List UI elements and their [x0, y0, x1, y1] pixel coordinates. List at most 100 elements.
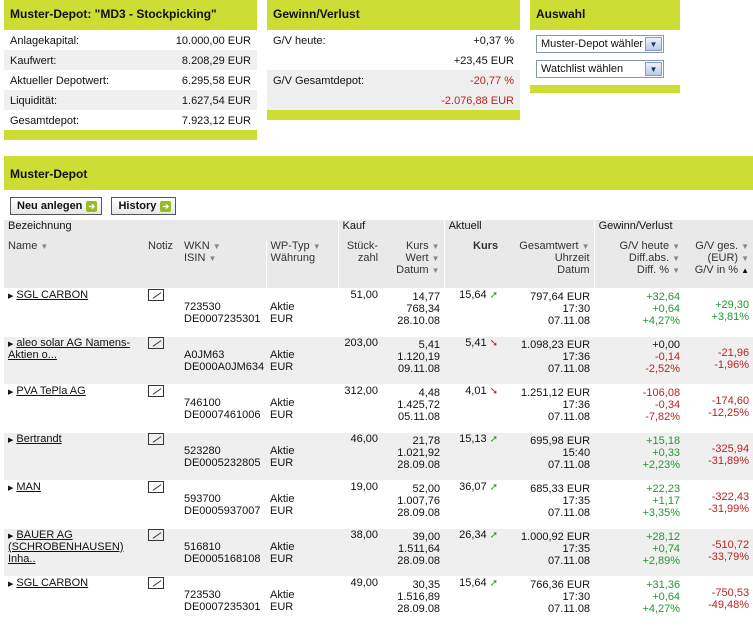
expand-triangle-icon[interactable]: ▶ — [8, 580, 14, 588]
notiz-cell — [144, 287, 180, 336]
notiz-edit-icon[interactable] — [148, 480, 164, 493]
auswahl-panel: Auswahl Muster-Depot wähler ▼ Watchlist … — [530, 0, 680, 93]
sort-icon[interactable]: ▼ — [672, 242, 681, 251]
notiz-cell — [144, 431, 180, 480]
expand-triangle-icon[interactable]: ▶ — [8, 388, 14, 396]
kauf-kurs-value: 30,35 — [412, 578, 441, 591]
chevron-down-icon[interactable]: ▼ — [645, 37, 662, 51]
notiz-edit-icon[interactable] — [148, 528, 164, 541]
wkn-isin-cell: 723530 DE0007235301 — [180, 575, 266, 624]
sort-icon[interactable]: ▼ — [431, 242, 440, 251]
arrow-up-icon: ➚ — [489, 289, 499, 301]
col-kauf-kurs[interactable]: Kurs ▼ Wert ▼ Datum ▼ — [382, 240, 445, 288]
kauf-cell: 5,41 1.120,19 09.11.08 — [382, 335, 445, 384]
gv-pct-value: -31,89% — [708, 454, 750, 467]
gv-gesamt-abs-row: -2.076,88 EUR — [267, 90, 520, 110]
notiz-edit-icon[interactable] — [148, 336, 164, 349]
stock-name-link[interactable]: SGL CARBON — [16, 288, 89, 301]
watchlist-select[interactable]: Watchlist wählen ▼ — [536, 60, 664, 78]
waehrung-value: EUR — [270, 600, 294, 613]
sort-icon[interactable]: ▼ — [431, 266, 440, 275]
col-stueck: Stück-zahl — [337, 240, 383, 288]
col-name[interactable]: Name ▼ — [4, 240, 144, 288]
notiz-edit-icon[interactable] — [148, 384, 164, 397]
stock-name-link[interactable]: Bertrandt — [16, 432, 62, 445]
table-row: ▶ Bertrandt 523280 DE0005232805 Aktie EUR 4… — [4, 431, 753, 480]
stock-name-cell: ▶ BAUER AG (SCHROBENHAUSEN) Inha.. — [4, 527, 144, 576]
sort-icon[interactable]: ▼ — [741, 254, 750, 263]
akt-kurs-cell: 5,41 ➘ — [444, 335, 503, 384]
expand-triangle-icon[interactable]: ▶ — [8, 340, 14, 348]
notiz-edit-icon[interactable] — [148, 576, 164, 589]
uhrzeit-value: 15:40 — [562, 446, 591, 459]
gesamtwert-cell: 685,33 EUR 17:35 07.11.08 — [502, 479, 595, 528]
wptyp-value: Aktie — [270, 492, 295, 505]
panel-footer-bar — [4, 130, 257, 140]
col-wkn-label: WKN — [184, 240, 210, 252]
gv-ges-cell: -325,94 -31,89% — [684, 431, 753, 480]
history-button[interactable]: History ➔ — [111, 197, 177, 215]
arrow-down-icon: ➘ — [489, 337, 499, 349]
isin-value: DE0007235301 — [184, 312, 261, 325]
col-isin-label: ISIN — [184, 252, 206, 264]
diff-pct-value: -7,82% — [645, 410, 681, 423]
col-wptyp[interactable]: WP-Typ ▼ Währung — [265, 240, 339, 288]
kauf-wert-value: 1.007,76 — [397, 494, 441, 507]
wkn-isin-cell: 746100 DE0007461006 — [180, 383, 266, 432]
wkn-isin-cell: 523280 DE0005232805 — [180, 431, 266, 480]
depot-select[interactable]: Muster-Depot wähler ▼ — [536, 35, 664, 53]
expand-triangle-icon[interactable]: ▶ — [8, 532, 14, 540]
gv-ges-cell: -750,53 -49,48% — [684, 575, 753, 624]
sort-icon[interactable]: ▼ — [208, 254, 217, 263]
sort-icon[interactable]: ▼ — [581, 242, 590, 251]
col-wkn-isin[interactable]: WKN ▼ ISIN ▼ — [180, 240, 266, 288]
kauf-kurs-value: 5,41 — [418, 338, 441, 351]
diff-abs-value: -0,14 — [654, 350, 681, 363]
stock-name-link[interactable]: MAN — [16, 480, 41, 493]
stock-name-link[interactable]: aleo solar AG Namens-Aktien o... — [8, 336, 131, 361]
stock-name-link[interactable]: PVA TePla AG — [16, 384, 86, 397]
sort-icon[interactable]: ▼ — [312, 242, 321, 251]
akt-kurs-cell: 15,13 ➚ — [444, 431, 503, 480]
diff-abs-value: +0,74 — [652, 542, 681, 555]
gesamtwert-value: 1.098,23 EUR — [520, 338, 591, 351]
kauf-wert-value: 1.425,72 — [397, 398, 441, 411]
waehrung-value: EUR — [270, 456, 294, 469]
arrow-up-icon: ➚ — [489, 433, 499, 445]
uhrzeit-value: 17:30 — [562, 302, 591, 315]
stock-name-link[interactable]: SGL CARBON — [16, 576, 89, 589]
sort-active-icon[interactable]: ▲ — [741, 266, 750, 275]
table-row: ▶ PVA TePla AG 746100 DE0007461006 Aktie EU… — [4, 383, 753, 432]
group-gv: Gewinn/Verlust — [593, 220, 753, 240]
notiz-cell — [144, 335, 180, 384]
sort-icon[interactable]: ▼ — [431, 254, 440, 263]
sort-icon[interactable]: ▼ — [741, 242, 750, 251]
wkn-value: A0JM63 — [184, 348, 225, 361]
table-row: ▶ SGL CARBON 723530 DE0007235301 Aktie EUR … — [4, 287, 753, 336]
new-depot-button[interactable]: Neu anlegen ➔ — [10, 197, 103, 215]
col-gv-ges[interactable]: G/V ges. ▼ (EUR) ▼ G/V in % ▲ — [684, 240, 753, 288]
notiz-edit-icon[interactable] — [148, 288, 164, 301]
stock-name-link[interactable]: BAUER AG (SCHROBENHAUSEN) Inha.. — [8, 528, 124, 565]
sort-icon[interactable]: ▼ — [212, 242, 221, 251]
col-gesamtwert[interactable]: Gesamtwert ▼ Uhrzeit Datum — [502, 240, 595, 288]
gv-heute-value: -106,08 — [642, 386, 681, 399]
expand-triangle-icon[interactable]: ▶ — [8, 292, 14, 300]
wptyp-cell: Aktie EUR — [266, 527, 339, 576]
isin-value: DE0005937007 — [184, 504, 261, 517]
expand-triangle-icon[interactable]: ▶ — [8, 484, 14, 492]
gv-ges-cell: -322,43 -31,99% — [684, 479, 753, 528]
chevron-down-icon[interactable]: ▼ — [645, 62, 662, 76]
akt-datum-value: 07.11.08 — [548, 362, 591, 375]
sort-icon[interactable]: ▼ — [672, 254, 681, 263]
arrow-down-icon: ➘ — [489, 385, 499, 397]
sort-icon[interactable]: ▼ — [40, 242, 49, 251]
col-gv-heute[interactable]: G/V heute ▼ Diff.abs. ▼ Diff. % ▼ — [593, 240, 685, 288]
expand-triangle-icon[interactable]: ▶ — [8, 436, 14, 444]
col-waehrung-label: Währung — [270, 252, 316, 264]
gv-pct-value: -33,79% — [708, 550, 750, 563]
depot-toolbar: Neu anlegen ➔ History ➔ — [4, 190, 753, 220]
notiz-edit-icon[interactable] — [148, 432, 164, 445]
akt-kurs-value: 15,13 — [459, 432, 487, 445]
sort-icon[interactable]: ▼ — [672, 266, 681, 275]
